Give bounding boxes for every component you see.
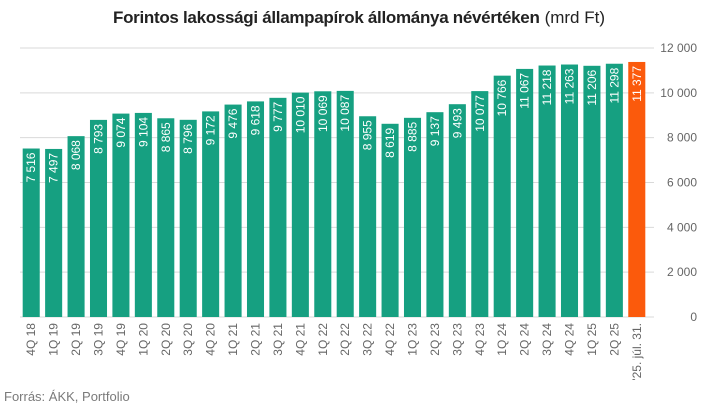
x-tick-label: 2Q 21 — [249, 323, 263, 356]
bar-value-label: 10 766 — [495, 79, 509, 116]
x-tick-label: 2Q 23 — [428, 323, 442, 356]
bar — [516, 68, 534, 317]
bar-value-label: 8 068 — [69, 140, 83, 170]
x-tick-label: 3Q 21 — [271, 323, 285, 356]
x-tick-label: 1Q 25 — [585, 323, 599, 356]
chart-title-unit: (mrd Ft) — [544, 8, 605, 27]
x-tick-label: 4Q 23 — [473, 323, 487, 356]
x-tick-label: 2Q 20 — [159, 323, 173, 356]
bar — [224, 104, 242, 317]
bar-value-label: 11 218 — [540, 69, 554, 105]
bar-value-label: 7 516 — [24, 152, 38, 182]
x-tick-label: 2Q 25 — [607, 323, 621, 356]
bar — [179, 119, 197, 317]
bar — [493, 75, 511, 317]
bar — [381, 123, 399, 318]
bar-value-label: 8 955 — [361, 120, 375, 150]
x-tick-label: 3Q 24 — [540, 323, 554, 356]
x-tick-label: '25. júl. 31. — [630, 323, 644, 381]
bar-value-label: 11 206 — [585, 69, 599, 105]
y-tick-label: 10 000 — [660, 86, 697, 100]
x-tick-label: 4Q 21 — [293, 323, 307, 356]
bar — [426, 112, 444, 317]
bar-value-label: 10 069 — [316, 95, 330, 132]
bar-value-label: 10 087 — [338, 95, 352, 132]
bar-value-label: 11 263 — [563, 68, 577, 104]
bar — [269, 97, 287, 318]
bar-value-label: 8 885 — [406, 122, 420, 152]
bar-value-label: 9 172 — [204, 115, 218, 145]
bar — [538, 65, 556, 317]
bar-value-label: 11 377 — [630, 66, 644, 102]
bar-value-label: 7 497 — [47, 153, 61, 183]
bar — [134, 112, 152, 317]
chart-title: Forintos lakossági állampapírok állomány… — [0, 8, 718, 28]
y-tick-label: 6 000 — [667, 176, 697, 190]
x-tick-label: 2Q 19 — [69, 323, 83, 356]
bar-value-label: 9 618 — [249, 105, 263, 135]
y-tick-label: 12 000 — [660, 41, 697, 55]
bar — [89, 119, 108, 317]
bar — [22, 148, 40, 317]
bar — [45, 148, 63, 317]
x-tick-label: 4Q 24 — [563, 323, 577, 356]
y-tick-label: 2 000 — [667, 265, 697, 279]
y-tick-label: 0 — [690, 310, 697, 324]
bar — [448, 104, 466, 318]
source-note: Forrás: ÁKK, Portfolio — [4, 389, 130, 404]
x-tick-label: 3Q 20 — [181, 323, 195, 356]
bar-value-label: 9 074 — [114, 117, 128, 147]
x-tick-label: 3Q 22 — [361, 323, 375, 356]
bar-value-label: 8 865 — [159, 122, 173, 152]
x-tick-label: 2Q 24 — [518, 323, 532, 356]
bar-value-label: 10 077 — [473, 95, 487, 132]
bar-value-label: 9 104 — [136, 117, 150, 147]
bar — [359, 116, 377, 317]
bar — [314, 91, 332, 317]
x-tick-label: 1Q 22 — [316, 323, 330, 356]
x-tick-label: 4Q 22 — [383, 323, 397, 356]
bar — [560, 64, 579, 317]
bar-value-label: 8 619 — [383, 127, 397, 157]
bar — [291, 92, 309, 318]
y-tick-label: 4 000 — [667, 220, 697, 234]
bar — [628, 61, 646, 318]
bar — [336, 90, 354, 317]
x-tick-label: 4Q 19 — [114, 323, 128, 356]
x-tick-label: 1Q 20 — [136, 323, 150, 356]
bar-value-label: 10 010 — [293, 96, 307, 133]
x-tick-label: 1Q 24 — [495, 323, 509, 356]
bar-value-label: 8 796 — [181, 123, 195, 153]
bar — [583, 65, 601, 318]
x-tick-label: 2Q 22 — [338, 323, 352, 356]
bar — [471, 91, 489, 318]
bar-value-label: 9 137 — [428, 116, 442, 146]
y-tick-label: 8 000 — [667, 131, 697, 145]
x-tick-label: 4Q 20 — [204, 323, 218, 356]
bar-value-label: 9 476 — [226, 108, 240, 138]
x-tick-label: 4Q 18 — [24, 323, 38, 356]
bar — [605, 63, 623, 318]
bar — [157, 118, 175, 318]
bar-value-label: 8 793 — [92, 124, 106, 154]
bar-value-label: 11 298 — [607, 67, 621, 103]
x-tick-label: 1Q 19 — [47, 323, 61, 356]
chart-title-main: Forintos lakossági állampapírok állomány… — [112, 8, 540, 27]
bar-value-label: 9 777 — [271, 102, 285, 132]
x-tick-label: 1Q 23 — [406, 323, 420, 356]
bar — [403, 117, 422, 318]
bar-value-label: 11 067 — [518, 73, 532, 109]
x-tick-label: 3Q 23 — [450, 323, 464, 356]
bar — [67, 136, 85, 317]
bar — [202, 111, 220, 317]
x-tick-label: 1Q 21 — [226, 323, 240, 356]
bar-value-label: 9 493 — [450, 108, 464, 138]
x-tick-label: 3Q 19 — [92, 323, 106, 356]
bar — [112, 113, 130, 318]
bar — [246, 101, 265, 317]
